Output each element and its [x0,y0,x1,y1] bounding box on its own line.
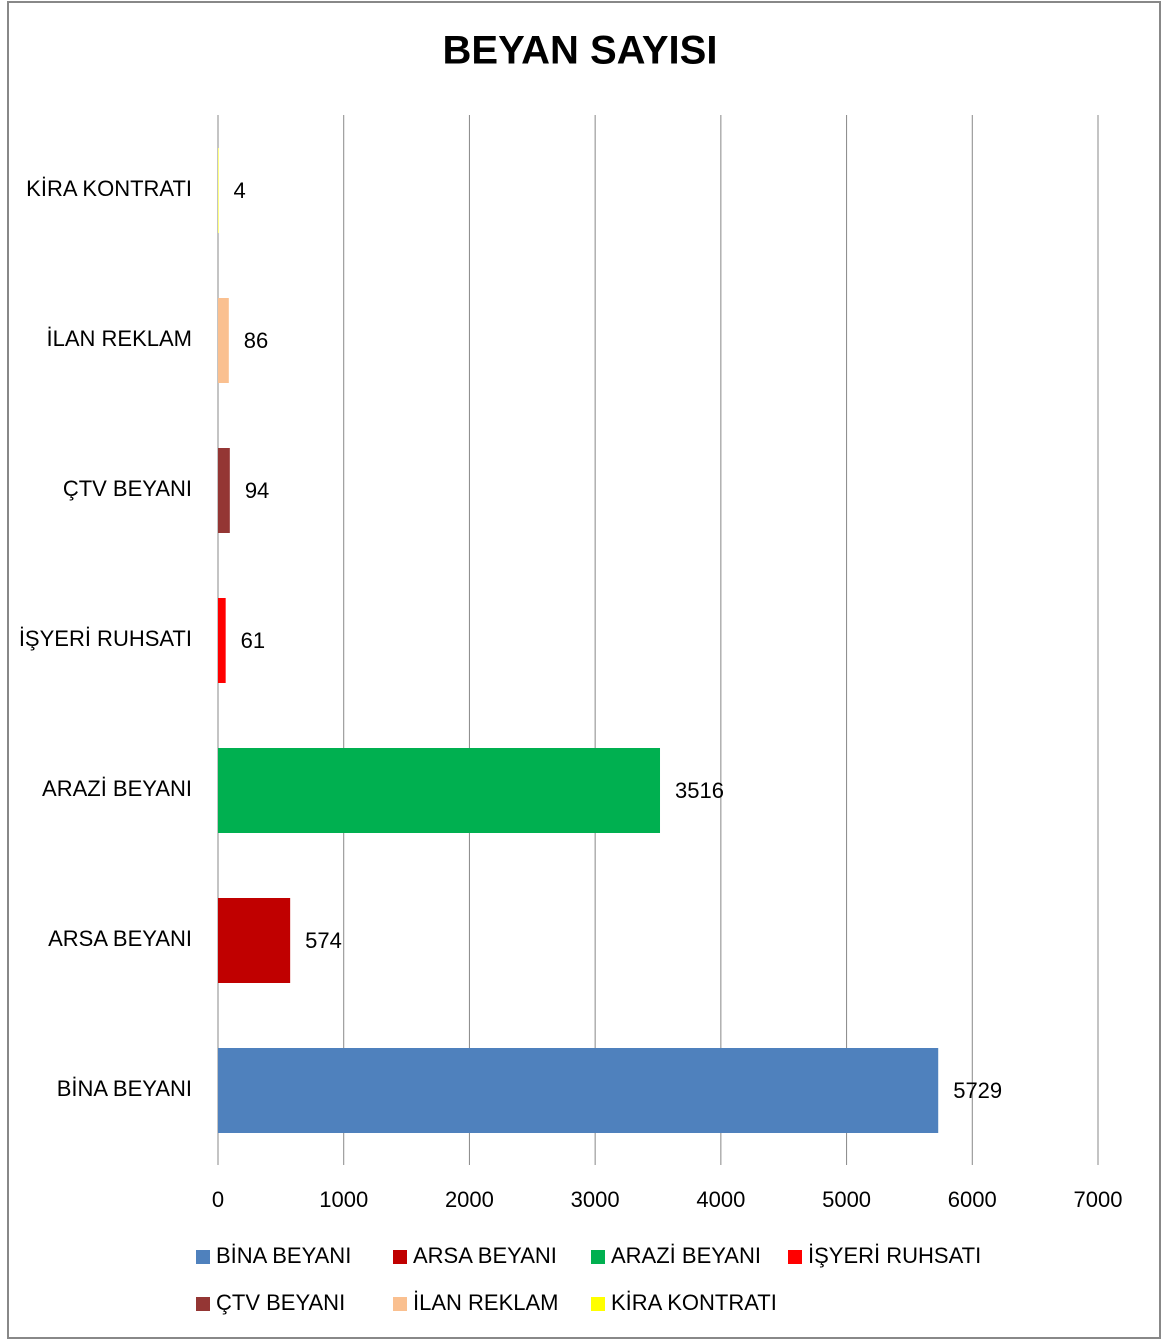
legend-swatch [393,1250,407,1264]
bar [218,448,230,533]
legend-label: İŞYERİ RUHSATI [808,1243,981,1268]
x-tick-label: 6000 [948,1187,997,1212]
bar [218,298,229,383]
legend-label: BİNA BEYANI [216,1243,351,1268]
legend-swatch [393,1297,407,1311]
value-label: 86 [244,328,268,353]
bar [218,1048,939,1133]
chart-title: BEYAN SAYISI [443,29,718,73]
value-label: 4 [234,178,246,203]
y-tick-label: ARSA BEYANI [48,926,192,951]
value-label: 61 [241,628,265,653]
legend-swatch [591,1297,605,1311]
x-tick-label: 0 [212,1187,224,1212]
bar [218,748,661,833]
x-tick-label: 5000 [822,1187,871,1212]
legend-label: ARSA BEYANI [413,1243,557,1268]
legend-swatch [196,1250,210,1264]
legend-swatch [788,1250,802,1264]
legend-label: ARAZİ BEYANI [611,1243,761,1268]
legend-label: KİRA KONTRATI [611,1290,777,1315]
y-tick-label: ÇTV BEYANI [63,476,192,501]
bar [218,148,219,233]
legend-swatch [591,1250,605,1264]
y-tick-label: KİRA KONTRATI [26,176,192,201]
y-tick-label: BİNA BEYANI [57,1076,192,1101]
x-tick-label: 3000 [571,1187,620,1212]
legend-label: İLAN REKLAM [413,1290,559,1315]
y-tick-label: İŞYERİ RUHSATI [19,626,192,651]
x-tick-label: 7000 [1074,1187,1123,1212]
legend-label: ÇTV BEYANI [216,1290,345,1315]
x-tick-label: 4000 [696,1187,745,1212]
chart-frame [7,1,1161,1339]
value-label: 94 [245,478,269,503]
bar [218,898,291,983]
value-label: 3516 [675,778,724,803]
y-tick-label: İLAN REKLAM [47,326,193,351]
value-label: 574 [305,928,342,953]
y-tick-label: ARAZİ BEYANI [42,776,192,801]
bar [218,598,226,683]
legend-swatch [196,1297,210,1311]
x-tick-label: 2000 [445,1187,494,1212]
value-label: 5729 [953,1078,1002,1103]
x-tick-label: 1000 [319,1187,368,1212]
